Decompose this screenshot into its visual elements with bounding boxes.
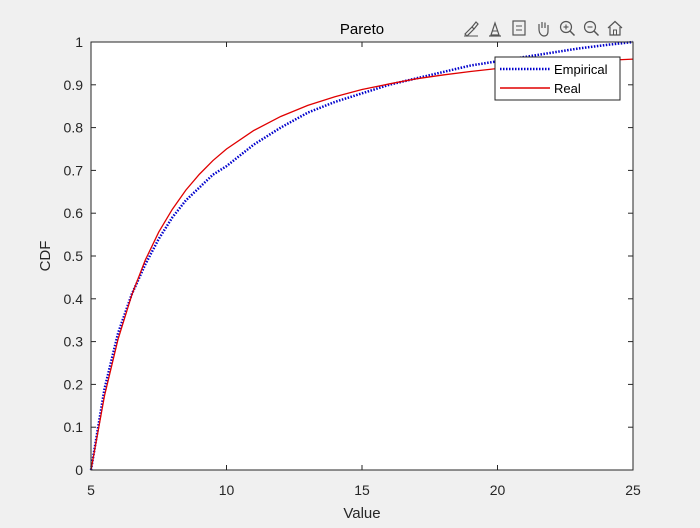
y-tick-label: 1 — [75, 34, 83, 50]
legend-label-real: Real — [554, 81, 581, 96]
axes-background — [91, 42, 633, 470]
legend-box — [494, 56, 621, 101]
brush-button[interactable] — [460, 17, 481, 39]
y-tick-label: 0.1 — [64, 419, 84, 435]
zoom-in-button[interactable] — [556, 17, 577, 39]
zoom-out-button[interactable] — [580, 17, 601, 39]
y-tick-label: 0.4 — [64, 291, 84, 307]
y-tick-label: 0.7 — [64, 162, 84, 178]
y-tick-label: 0.8 — [64, 120, 84, 136]
x-ticks: 5 10 15 20 25 — [87, 42, 641, 498]
x-tick-label: 20 — [490, 482, 506, 498]
home-restore-view-icon — [607, 20, 622, 36]
x-tick-label: 10 — [219, 482, 235, 498]
brush-icon — [463, 21, 479, 37]
save-export-button[interactable] — [508, 17, 529, 39]
y-tick-label: 0.6 — [64, 205, 84, 221]
home-restore-view-button[interactable] — [604, 17, 625, 39]
y-tick-label: 0.2 — [64, 376, 84, 392]
x-tick-label: 25 — [625, 482, 641, 498]
zoom-in-icon — [559, 20, 575, 37]
y-tick-label: 0.3 — [64, 334, 84, 350]
pan-hand-button[interactable] — [532, 17, 553, 39]
y-tick-label: 0 — [75, 462, 83, 478]
pan-hand-icon — [537, 22, 549, 37]
x-tick-label: 5 — [87, 482, 95, 498]
data-tips-icon — [488, 21, 501, 37]
y-tick-label: 0.9 — [64, 77, 84, 93]
axes-toolbar — [460, 17, 625, 39]
chart-title: Pareto — [340, 21, 384, 38]
y-ticks: 0 0.1 0.2 0.3 0.4 0.5 0.6 0.7 0.8 0.9 1 — [64, 34, 633, 478]
data-tips-button[interactable] — [484, 17, 505, 39]
x-axis-label: Value — [343, 505, 380, 522]
legend[interactable]: Empirical Real — [494, 56, 621, 101]
legend-label-empirical: Empirical — [554, 62, 608, 77]
zoom-out-icon — [583, 20, 599, 37]
save-export-icon — [511, 20, 526, 36]
y-axis-label: CDF — [37, 241, 54, 272]
y-tick-label: 0.5 — [64, 248, 84, 264]
x-tick-label: 15 — [354, 482, 370, 498]
